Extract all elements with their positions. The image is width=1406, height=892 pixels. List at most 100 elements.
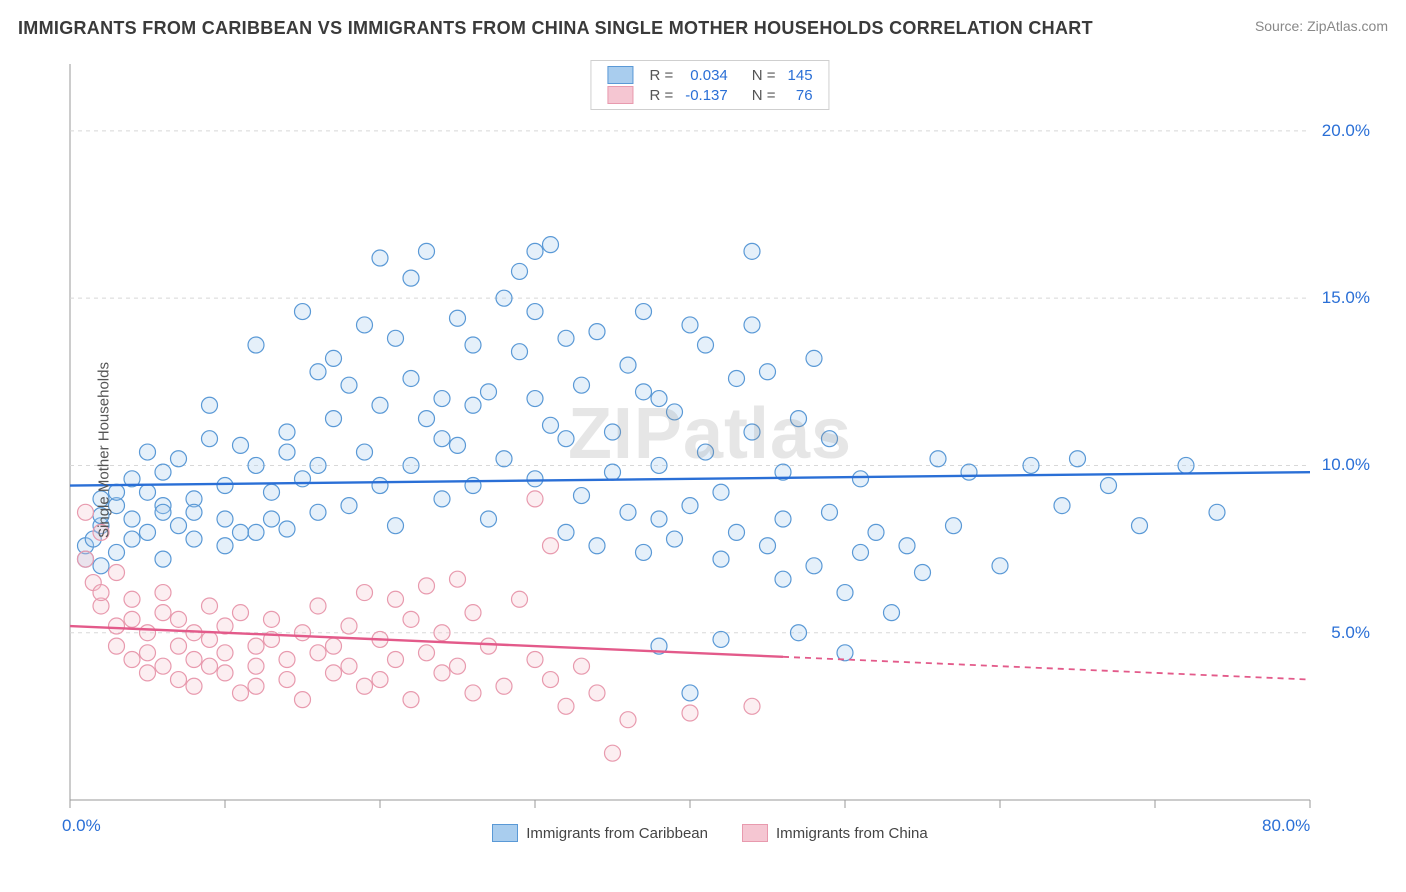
caribbean-point [186,531,202,547]
caribbean-point [155,504,171,520]
legend-n-label: N = [746,65,782,85]
caribbean-point [217,538,233,554]
caribbean-point [1101,478,1117,494]
caribbean-point [589,538,605,554]
caribbean-point [403,457,419,473]
caribbean-point [171,518,187,534]
y-tick-label: 15.0% [1322,288,1370,308]
chart-title: IMMIGRANTS FROM CARIBBEAN VS IMMIGRANTS … [18,18,1093,39]
china-point [419,578,435,594]
caribbean-point [140,524,156,540]
china-point [78,504,94,520]
caribbean-point [992,558,1008,574]
caribbean-point [388,518,404,534]
china-point [465,685,481,701]
caribbean-point [636,304,652,320]
china-point [512,591,528,607]
china-point [171,638,187,654]
china-point [419,645,435,661]
china-point [326,638,342,654]
china-point [620,712,636,728]
caribbean-r-value: 0.034 [679,65,734,85]
caribbean-point [620,504,636,520]
caribbean-point [806,350,822,366]
china-point [233,685,249,701]
china-point [93,585,109,601]
caribbean-point [124,511,140,527]
china-point [357,678,373,694]
caribbean-point [698,444,714,460]
china-point [527,651,543,667]
legend-r-label: R = [643,85,679,105]
caribbean-point [775,571,791,587]
caribbean-point [481,511,497,527]
china-trendline-extrap [783,657,1310,680]
caribbean-point [372,478,388,494]
caribbean-point [1070,451,1086,467]
caribbean-point [527,304,543,320]
china-point [496,678,512,694]
china-point [140,665,156,681]
china-point [155,585,171,601]
caribbean-point [124,531,140,547]
caribbean-point [558,431,574,447]
caribbean-point [512,344,528,360]
caribbean-point [109,544,125,560]
china-point [403,611,419,627]
china-point [682,705,698,721]
caribbean-point [264,511,280,527]
china-point [264,611,280,627]
china-point [450,571,466,587]
caribbean-point [558,524,574,540]
caribbean-point [217,511,233,527]
china-point [248,638,264,654]
legend-r-label: R = [643,65,679,85]
caribbean-swatch-icon [492,824,518,842]
caribbean-point [233,437,249,453]
china-point [217,665,233,681]
caribbean-point [155,464,171,480]
caribbean-point [496,451,512,467]
caribbean-point [512,263,528,279]
china-point [434,665,450,681]
caribbean-point [372,250,388,266]
caribbean-point [372,397,388,413]
caribbean-point [326,350,342,366]
caribbean-point [450,310,466,326]
caribbean-point [791,625,807,641]
y-tick-label: 20.0% [1322,121,1370,141]
caribbean-point [279,521,295,537]
caribbean-point [434,491,450,507]
caribbean-point [186,504,202,520]
caribbean-point [527,471,543,487]
caribbean-point [310,504,326,520]
china-point [605,745,621,761]
caribbean-point [915,565,931,581]
china-point [248,658,264,674]
china-point [124,591,140,607]
china-point [450,658,466,674]
caribbean-point [248,524,264,540]
caribbean-point [233,524,249,540]
caribbean-point [636,384,652,400]
china-point [310,645,326,661]
caribbean-legend-label: Immigrants from Caribbean [526,825,708,842]
caribbean-point [403,370,419,386]
caribbean-point [651,511,667,527]
caribbean-point [93,558,109,574]
caribbean-point [822,504,838,520]
caribbean-point [806,558,822,574]
caribbean-point [310,364,326,380]
caribbean-point [899,538,915,554]
caribbean-point [140,484,156,500]
caribbean-point [744,317,760,333]
china-point [186,678,202,694]
china-point [202,658,218,674]
china-point [202,631,218,647]
china-point [140,645,156,661]
china-point [109,638,125,654]
china-point [744,698,760,714]
caribbean-point [558,330,574,346]
caribbean-point [279,444,295,460]
china-point [233,605,249,621]
